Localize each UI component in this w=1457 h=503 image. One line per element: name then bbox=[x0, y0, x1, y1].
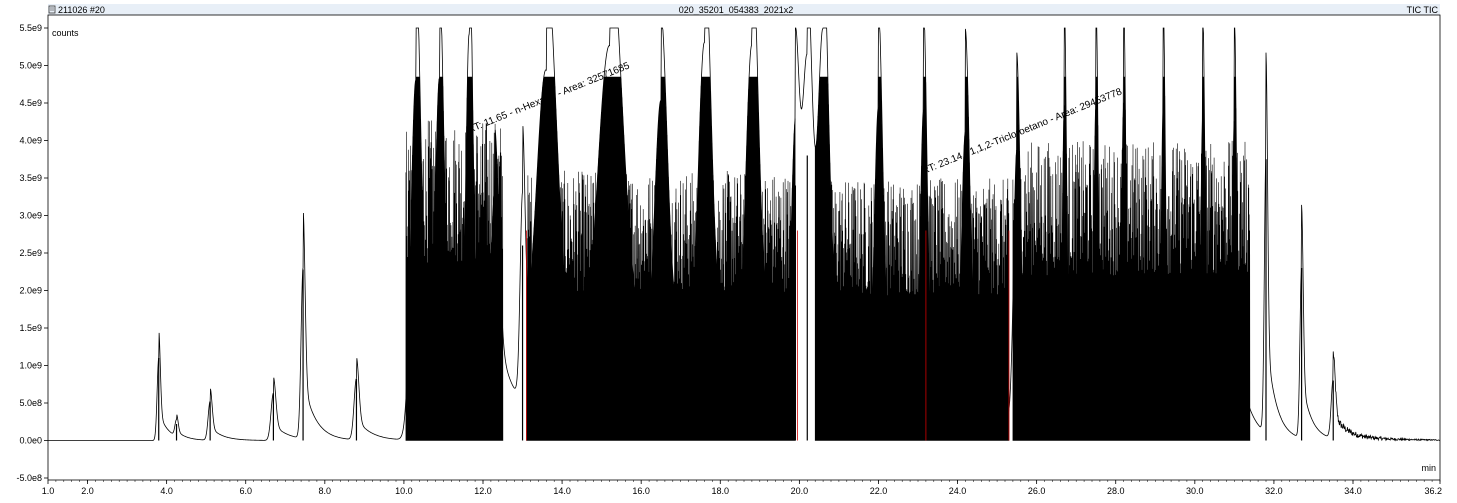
header-strip bbox=[48, 4, 1440, 15]
x-tick-label: 34.0 bbox=[1344, 486, 1362, 496]
y-axis: -5.0e8 0.0e0 5.0e8 1.0e9 1.5e9 2.0e9 2.5e9 3.0e… bbox=[16, 23, 48, 483]
x-tick-label: 28.0 bbox=[1107, 486, 1125, 496]
y-tick-label: 1.5e9 bbox=[19, 323, 42, 333]
document-icon bbox=[48, 5, 56, 14]
y-tick-label: 2.5e9 bbox=[19, 248, 42, 258]
x-tick-label: 32.0 bbox=[1265, 486, 1283, 496]
dense-peak-fill bbox=[814, 76, 1010, 441]
x-tick-label: 6.0 bbox=[239, 486, 252, 496]
x-tick-label: 4.0 bbox=[160, 486, 173, 496]
trace-label: TIC TIC bbox=[1407, 5, 1439, 15]
x-tick-label: 20.0 bbox=[791, 486, 809, 496]
x-axis: 1.0 2.0 4.0 6.0 8.0 10.0 12.0 14.0 16.0 18.0 20.0 2… bbox=[42, 480, 1442, 496]
x-tick-label: 26.0 bbox=[1028, 486, 1046, 496]
y-tick-label: 5.0e9 bbox=[19, 61, 42, 71]
x-tick-label: 10.0 bbox=[395, 486, 413, 496]
x-tick-label: 8.0 bbox=[319, 486, 332, 496]
file-title: 020_35201_054383_2021x2 bbox=[679, 5, 794, 15]
y-tick-label: 5.0e8 bbox=[19, 398, 42, 408]
x-tick-label: 36.2 bbox=[1424, 486, 1442, 496]
x-tick-label: 14.0 bbox=[553, 486, 571, 496]
plot-area bbox=[48, 27, 1440, 442]
y-tick-label: -5.0e8 bbox=[16, 473, 42, 483]
y-tick-label: 3.0e9 bbox=[19, 211, 42, 221]
y-tick-label: 1.0e9 bbox=[19, 361, 42, 371]
x-tick-label: 12.0 bbox=[474, 486, 492, 496]
x-tick-label: 24.0 bbox=[949, 486, 967, 496]
x-axis-label: min bbox=[1421, 463, 1436, 473]
dense-peak-fill bbox=[1012, 76, 1251, 441]
y-tick-label: 3.5e9 bbox=[19, 173, 42, 183]
y-tick-label: 4.5e9 bbox=[19, 98, 42, 108]
dense-peak-region bbox=[405, 76, 504, 441]
x-tick-label: 16.0 bbox=[632, 486, 650, 496]
x-tick-label: 1.0 bbox=[42, 486, 55, 496]
dense-peak-region bbox=[1012, 76, 1251, 441]
y-tick-label: 2.0e9 bbox=[19, 286, 42, 296]
y-tick-label: 0.0e0 bbox=[19, 436, 42, 446]
x-tick-label: 2.0 bbox=[81, 486, 94, 496]
x-tick-label: 30.0 bbox=[1186, 486, 1204, 496]
x-tick-label: 18.0 bbox=[712, 486, 730, 496]
y-axis-label: counts bbox=[52, 28, 79, 38]
dense-peak-region bbox=[814, 76, 1010, 441]
dense-peak-fill bbox=[405, 76, 504, 441]
y-tick-label: 4.0e9 bbox=[19, 136, 42, 146]
y-tick-label: 5.5e9 bbox=[19, 23, 42, 33]
scan-label: 211026 #20 bbox=[58, 5, 105, 15]
x-tick-label: 22.0 bbox=[870, 486, 888, 496]
